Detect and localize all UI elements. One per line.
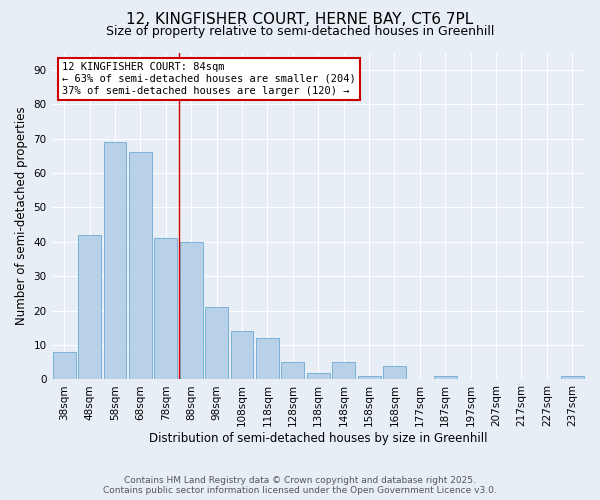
Bar xyxy=(78,235,101,380)
Bar xyxy=(434,376,457,380)
Bar xyxy=(129,152,152,380)
Text: Size of property relative to semi-detached houses in Greenhill: Size of property relative to semi-detach… xyxy=(106,25,494,38)
Bar xyxy=(205,307,228,380)
Bar xyxy=(53,352,76,380)
X-axis label: Distribution of semi-detached houses by size in Greenhill: Distribution of semi-detached houses by … xyxy=(149,432,488,445)
Bar xyxy=(561,376,584,380)
Bar xyxy=(383,366,406,380)
Bar xyxy=(104,142,127,380)
Text: 12, KINGFISHER COURT, HERNE BAY, CT6 7PL: 12, KINGFISHER COURT, HERNE BAY, CT6 7PL xyxy=(127,12,473,28)
Y-axis label: Number of semi-detached properties: Number of semi-detached properties xyxy=(15,106,28,326)
Bar xyxy=(180,242,203,380)
Bar xyxy=(230,332,253,380)
Bar xyxy=(154,238,177,380)
Bar xyxy=(307,372,330,380)
Bar xyxy=(332,362,355,380)
Text: 12 KINGFISHER COURT: 84sqm
← 63% of semi-detached houses are smaller (204)
37% o: 12 KINGFISHER COURT: 84sqm ← 63% of semi… xyxy=(62,62,356,96)
Bar xyxy=(358,376,380,380)
Text: Contains HM Land Registry data © Crown copyright and database right 2025.
Contai: Contains HM Land Registry data © Crown c… xyxy=(103,476,497,495)
Bar xyxy=(281,362,304,380)
Bar xyxy=(256,338,279,380)
